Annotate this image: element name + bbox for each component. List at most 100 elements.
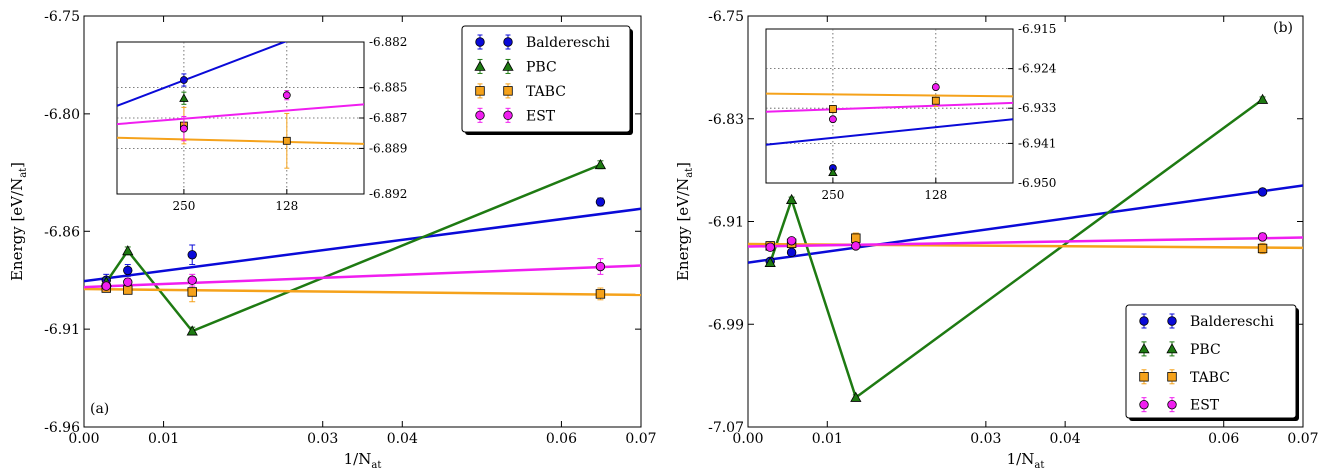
y-axis-label: Energy [eV/Nat] [8,162,29,281]
y-axis: -7.07 -6.99 -6.91 -6.83 -6.75 [708,9,1303,436]
data-point [785,193,798,205]
y-tick-label: -6.91 [708,215,744,231]
inset-fit-baldereschi [766,118,1013,146]
data-point [765,242,775,252]
inset-data-point [931,96,940,105]
data-point [186,325,198,336]
inset-x-tick-label: 128 [275,199,298,213]
inset-x-tick-label: 250 [172,199,195,213]
legend-marker [1138,343,1150,354]
legend-marker [1167,372,1177,382]
inset-plot: -6.892 -6.889 -6.887 -6.885 -6.882 250 128 [116,35,407,213]
legend-label: PBC [1190,342,1221,358]
x-tick-label: 0.07 [1287,431,1318,447]
inset-y-tick-label: -6.933 [1018,101,1056,115]
data-point [595,289,606,299]
data-point [187,287,197,297]
data-point [101,281,111,291]
points-est [101,258,606,291]
inset-y-tick-label: -6.885 [369,81,407,95]
y-tick-label: -6.80 [44,107,80,123]
x-axis-label: 1/Nat [1007,450,1045,468]
legend-marker [1139,316,1149,326]
inset-data [117,42,364,169]
y-axis-label: Energy [eV/Nat] [674,162,695,281]
y-tick-label: -6.83 [708,112,744,128]
legend-marker [1139,372,1149,382]
inset-plot: -6.950 -6.941 -6.933 -6.924 -6.915 250 128 [765,22,1057,202]
legend-entry: Baldereschi [475,34,610,51]
legend-entry: EST [475,107,556,124]
panel-label: (b) [1273,20,1293,36]
inset-y-tick-label: -6.950 [1018,176,1056,190]
series-baldereschi [84,207,641,283]
panel-b: 0.00 0.01 0.03 0.04 0.06 0.07-7.07-6.99-6.91-… [674,9,1319,468]
y-tick-label: -6.86 [44,224,80,240]
legend-label: Baldereschi [1190,314,1274,330]
inset-data-point [282,136,291,145]
data-area [84,158,641,336]
x-tick-label: 0.00 [732,431,763,447]
y-tick-label: -6.91 [44,322,80,338]
x-tick-label: 0.07 [625,431,656,447]
data-point [123,277,133,287]
y-axis-label-end: ] [674,162,692,168]
legend-label: TABC [1190,370,1230,386]
x-tick-label: 0.04 [1050,431,1081,447]
series-est [748,236,1303,248]
data-point [187,250,197,260]
legend-label: PBC [526,59,557,75]
y-tick-label: -6.99 [708,317,744,333]
fit-line-tabc [84,287,641,297]
data-area [748,93,1303,402]
data-point [123,265,133,276]
legend-entry: TABC [475,83,566,100]
y-tick-label: -6.96 [44,420,80,436]
inset-data [766,83,1013,177]
inset-y-tick-label: -6.924 [1018,62,1057,76]
data-point [786,247,797,258]
fit-line-est [84,264,641,289]
x-axis-label-main: 1/N [1007,450,1035,468]
inset-data-point [828,167,838,177]
y-tick-label: -7.07 [708,420,744,436]
series-est [84,264,641,289]
inset-data-point [179,76,188,84]
inset-fit-tabc [117,136,364,145]
series-tabc [84,287,641,297]
legend-marker [503,86,513,96]
inset-fit-est [766,101,1013,113]
legend-marker [475,37,485,47]
data-point [1257,187,1268,197]
legend-entry: PBC [1138,341,1221,358]
legend-marker [1167,316,1177,326]
legend-marker [475,110,485,121]
x-axis-label-sub: at [1034,460,1044,468]
inset-x-tick-label: 250 [821,188,844,202]
data-point [122,245,134,256]
x-tick-label: 0.04 [387,431,418,447]
y-tick-label: -6.75 [708,9,744,25]
legend: Baldereschi PBC TABC EST [1125,304,1299,421]
x-axis-label: 1/Nat [344,450,382,468]
inset-data-point [179,124,188,133]
x-tick-label: 0.03 [970,431,1001,447]
data-point [595,197,606,207]
series-baldereschi [748,184,1303,264]
legend-entry: EST [1139,397,1220,414]
legend-marker [1139,399,1149,410]
data-point [851,241,861,251]
fit-line-est [748,236,1303,248]
data-point [786,236,797,246]
legend-marker [1166,343,1178,354]
data-point [850,391,862,402]
y-axis-label-main: Energy [eV/N [674,178,692,281]
x-tick-label: 0.00 [68,431,99,447]
inset-data-point [931,83,940,91]
data-point [1257,232,1268,242]
legend-box [1125,304,1297,419]
inset-y-tick-label: -6.882 [369,35,407,49]
legend-label: EST [1190,398,1220,414]
inset-y-tick-label: -6.889 [369,141,407,155]
